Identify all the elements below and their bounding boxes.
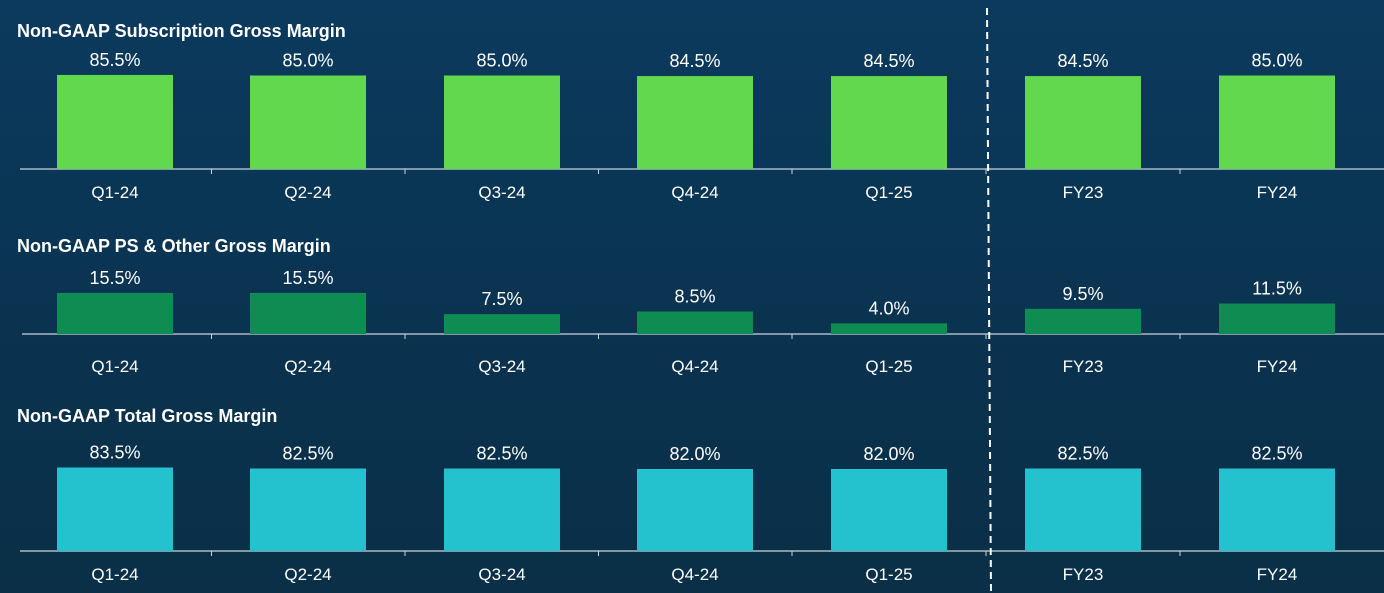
chart-3-value-label: 83.5% [89,443,140,463]
chart-3-bar-Q3-24 [444,468,560,551]
chart-2-value-label: 15.5% [89,268,140,288]
chart-2-bar-FY24 [1219,303,1335,334]
chart-3-bar-FY23 [1025,468,1141,551]
chart-1-tick-label: Q1-25 [865,183,912,202]
chart-2-bar-Q3-24 [444,314,560,334]
chart-2-value-label: 15.5% [282,268,333,288]
chart-2-value-label: 9.5% [1062,284,1103,304]
chart-1-bar-Q2-24 [250,75,366,169]
chart-2-bar-Q2-24 [250,292,366,334]
chart-3-value-label: 82.5% [1057,444,1108,464]
chart-1-value-label: 85.0% [282,51,333,71]
chart-2-tick-label: FY24 [1257,357,1298,376]
chart-3-bar-FY24 [1219,468,1335,551]
chart-3-bar-Q1-25 [831,469,947,551]
chart-2-tick-label: FY23 [1063,357,1104,376]
chart-2-tick-label: Q3-24 [478,357,525,376]
chart-2-tick-label: Q1-25 [865,357,912,376]
chart-1-tick-label: FY23 [1063,183,1104,202]
chart-3-bar-Q1-24 [57,467,173,551]
chart-2-value-label: 7.5% [481,289,522,309]
chart-2-title: Non-GAAP PS & Other Gross Margin [17,236,331,256]
chart-1-value-label: 84.5% [669,51,720,71]
chart-2-tick-label: Q1-24 [91,357,138,376]
chart-marks: 85.5% Q1-24 85.0% Q2-24 85.0% Q3-24 84.5% Q4-24… [20,50,1384,584]
chart-3-value-label: 82.5% [282,444,333,464]
chart-2-value-label: 11.5% [1252,279,1302,299]
chart-3-tick-label: Q3-24 [478,565,525,584]
chart-1-value-label: 85.0% [476,51,527,71]
chart-1-tick-label: Q4-24 [671,183,718,202]
chart-3-tick-label: FY23 [1063,565,1104,584]
chart-1-bar-FY23 [1025,76,1141,169]
chart-3-tick-label: Q1-25 [865,565,912,584]
chart-1-value-label: 84.5% [1057,51,1108,71]
chart-3-title: Non-GAAP Total Gross Margin [17,406,277,426]
chart-2-tick-label: Q4-24 [671,357,718,376]
chart-1-bar-Q1-25 [831,76,947,169]
period-divider [986,7,992,593]
chart-1-bar-Q3-24 [444,75,560,169]
chart-1-bar-Q1-24 [57,74,173,169]
chart-3-tick-label: Q4-24 [671,565,718,584]
chart-2-bar-FY23 [1025,308,1141,334]
chart-2-bar-Q4-24 [637,311,753,334]
chart-1-tick-label: Q2-24 [284,183,331,202]
chart-3-tick-label: Q1-24 [91,565,138,584]
chart-3-value-label: 82.0% [669,444,720,464]
chart-1-tick-label: Q1-24 [91,183,138,202]
chart-3-tick-label: FY24 [1257,565,1298,584]
chart-3-value-label: 82.0% [863,444,914,464]
chart-2-value-label: 4.0% [868,298,909,318]
chart-3-value-label: 82.5% [476,444,527,464]
chart-1-value-label: 84.5% [863,51,914,71]
chart-2-bar-Q1-25 [831,323,947,334]
chart-1-tick-label: FY24 [1257,183,1298,202]
chart-2-tick-label: Q2-24 [284,357,331,376]
chart-2-value-label: 8.5% [674,286,715,306]
chart-3-bar-Q2-24 [250,468,366,551]
chart-1-title: Non-GAAP Subscription Gross Margin [17,21,346,41]
chart-1-value-label: 85.5% [89,50,140,70]
chart-3-bar-Q4-24 [637,469,753,551]
chart-1-bar-Q4-24 [637,76,753,169]
chart-1-value-label: 85.0% [1251,51,1302,71]
chart-1-bar-FY24 [1219,75,1335,169]
chart-2-bar-Q1-24 [57,292,173,334]
chart-3-tick-label: Q2-24 [284,565,331,584]
chart-1-tick-label: Q3-24 [478,183,525,202]
chart-3-value-label: 82.5% [1251,444,1302,464]
